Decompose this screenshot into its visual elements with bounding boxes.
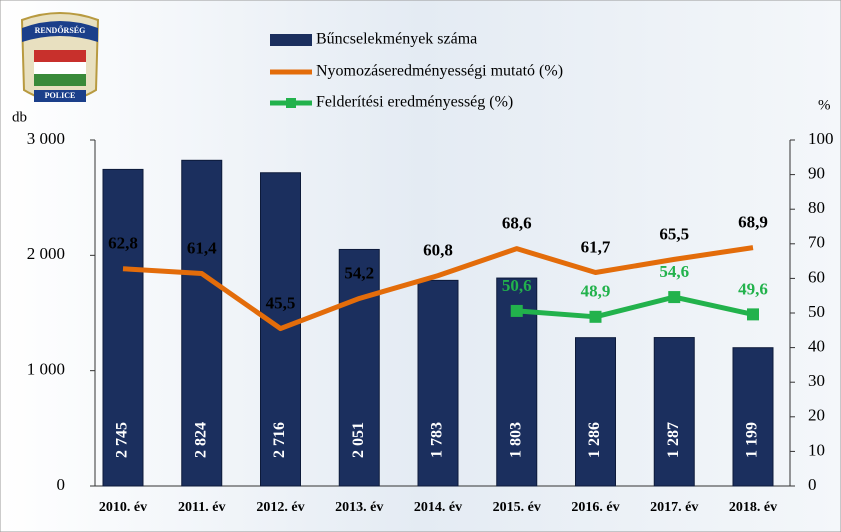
bar (417, 279, 459, 487)
y2-tick-label: 70 (808, 233, 825, 252)
bar-value-label: 1 199 (744, 422, 761, 458)
x-tick-label: 2010. év (99, 500, 147, 515)
bar-value-label: 2 716 (271, 422, 288, 458)
line-value-label: 60,8 (423, 241, 453, 260)
line-value-label: 68,9 (738, 213, 768, 232)
bar-value-label: 2 051 (350, 422, 367, 458)
logo: RENDŐRSÉG POLICE (20, 12, 100, 102)
y2-tick-label: 50 (808, 302, 825, 321)
x-tick-label: 2012. év (256, 500, 304, 515)
line-value-label: 61,7 (581, 237, 611, 256)
y2-tick-label: 0 (808, 475, 817, 494)
legend-label: Bűncselekmények száma (316, 31, 477, 48)
legend-swatch (270, 34, 312, 46)
x-tick-label: 2017. év (650, 500, 698, 515)
y2-tick-label: 40 (808, 337, 825, 356)
line-value-label: 54,2 (344, 263, 374, 282)
line-value-label: 65,5 (659, 224, 689, 243)
line-value-label: 54,6 (659, 262, 689, 281)
y-tick-label: 0 (57, 475, 66, 494)
line-value-label: 68,6 (502, 214, 532, 233)
x-tick-label: 2014. év (414, 500, 462, 515)
y-tick-label: 1 000 (27, 360, 65, 379)
line (516, 294, 754, 320)
bar (102, 168, 144, 487)
bar (338, 248, 380, 487)
bar-value-label: 2 824 (192, 422, 209, 458)
y2-tick-label: 80 (808, 198, 825, 217)
bar-value-label: 1 287 (665, 422, 682, 458)
logo-top-text: RENDŐRSÉG (35, 25, 86, 35)
line-marker (747, 308, 759, 321)
y2-tick-label: 100 (808, 129, 834, 148)
bar (575, 337, 616, 487)
x-tick-label: 2011. év (178, 500, 225, 515)
line-value-label: 62,8 (108, 234, 138, 253)
x-tick-label: 2018. év (729, 500, 777, 515)
y2-tick-label: 10 (808, 440, 825, 459)
y-axis-label: db (12, 109, 27, 125)
y2-tick-label: 30 (808, 371, 825, 390)
line-value-label: 61,4 (187, 238, 217, 257)
x-tick-label: 2015. év (493, 500, 541, 515)
line-value-label: 50,6 (502, 276, 532, 295)
line (122, 245, 754, 332)
x-tick-label: 2013. év (335, 500, 383, 515)
y2-axis-label: % (818, 97, 831, 113)
bar-value-label: 1 803 (507, 422, 524, 458)
y2-tick-label: 60 (808, 267, 825, 286)
x-tick-label: 2016. év (571, 500, 619, 515)
y-tick-label: 3 000 (27, 129, 65, 148)
bar-value-label: 1 783 (429, 422, 446, 458)
legend-marker (286, 98, 296, 108)
y2-tick-label: 90 (808, 164, 825, 183)
line-marker (510, 304, 523, 317)
bar (653, 337, 695, 487)
bar-value-label: 2 745 (114, 422, 131, 458)
bar (181, 159, 223, 487)
bar-value-label: 1 286 (586, 422, 603, 458)
line-value-label: 45,5 (266, 293, 296, 312)
line-marker (589, 310, 602, 323)
line-value-label: 48,9 (581, 282, 611, 301)
logo-bottom-text: POLICE (45, 91, 76, 100)
line-marker (668, 291, 681, 304)
y-tick-label: 2 000 (27, 244, 65, 263)
bar (732, 347, 774, 487)
y2-tick-label: 20 (808, 406, 825, 425)
line-value-label: 49,6 (738, 279, 768, 298)
legend-label: Felderítési eredményesség (%) (316, 94, 513, 111)
legend-label: Nyomozáseredményességi mutató (%) (316, 63, 563, 80)
